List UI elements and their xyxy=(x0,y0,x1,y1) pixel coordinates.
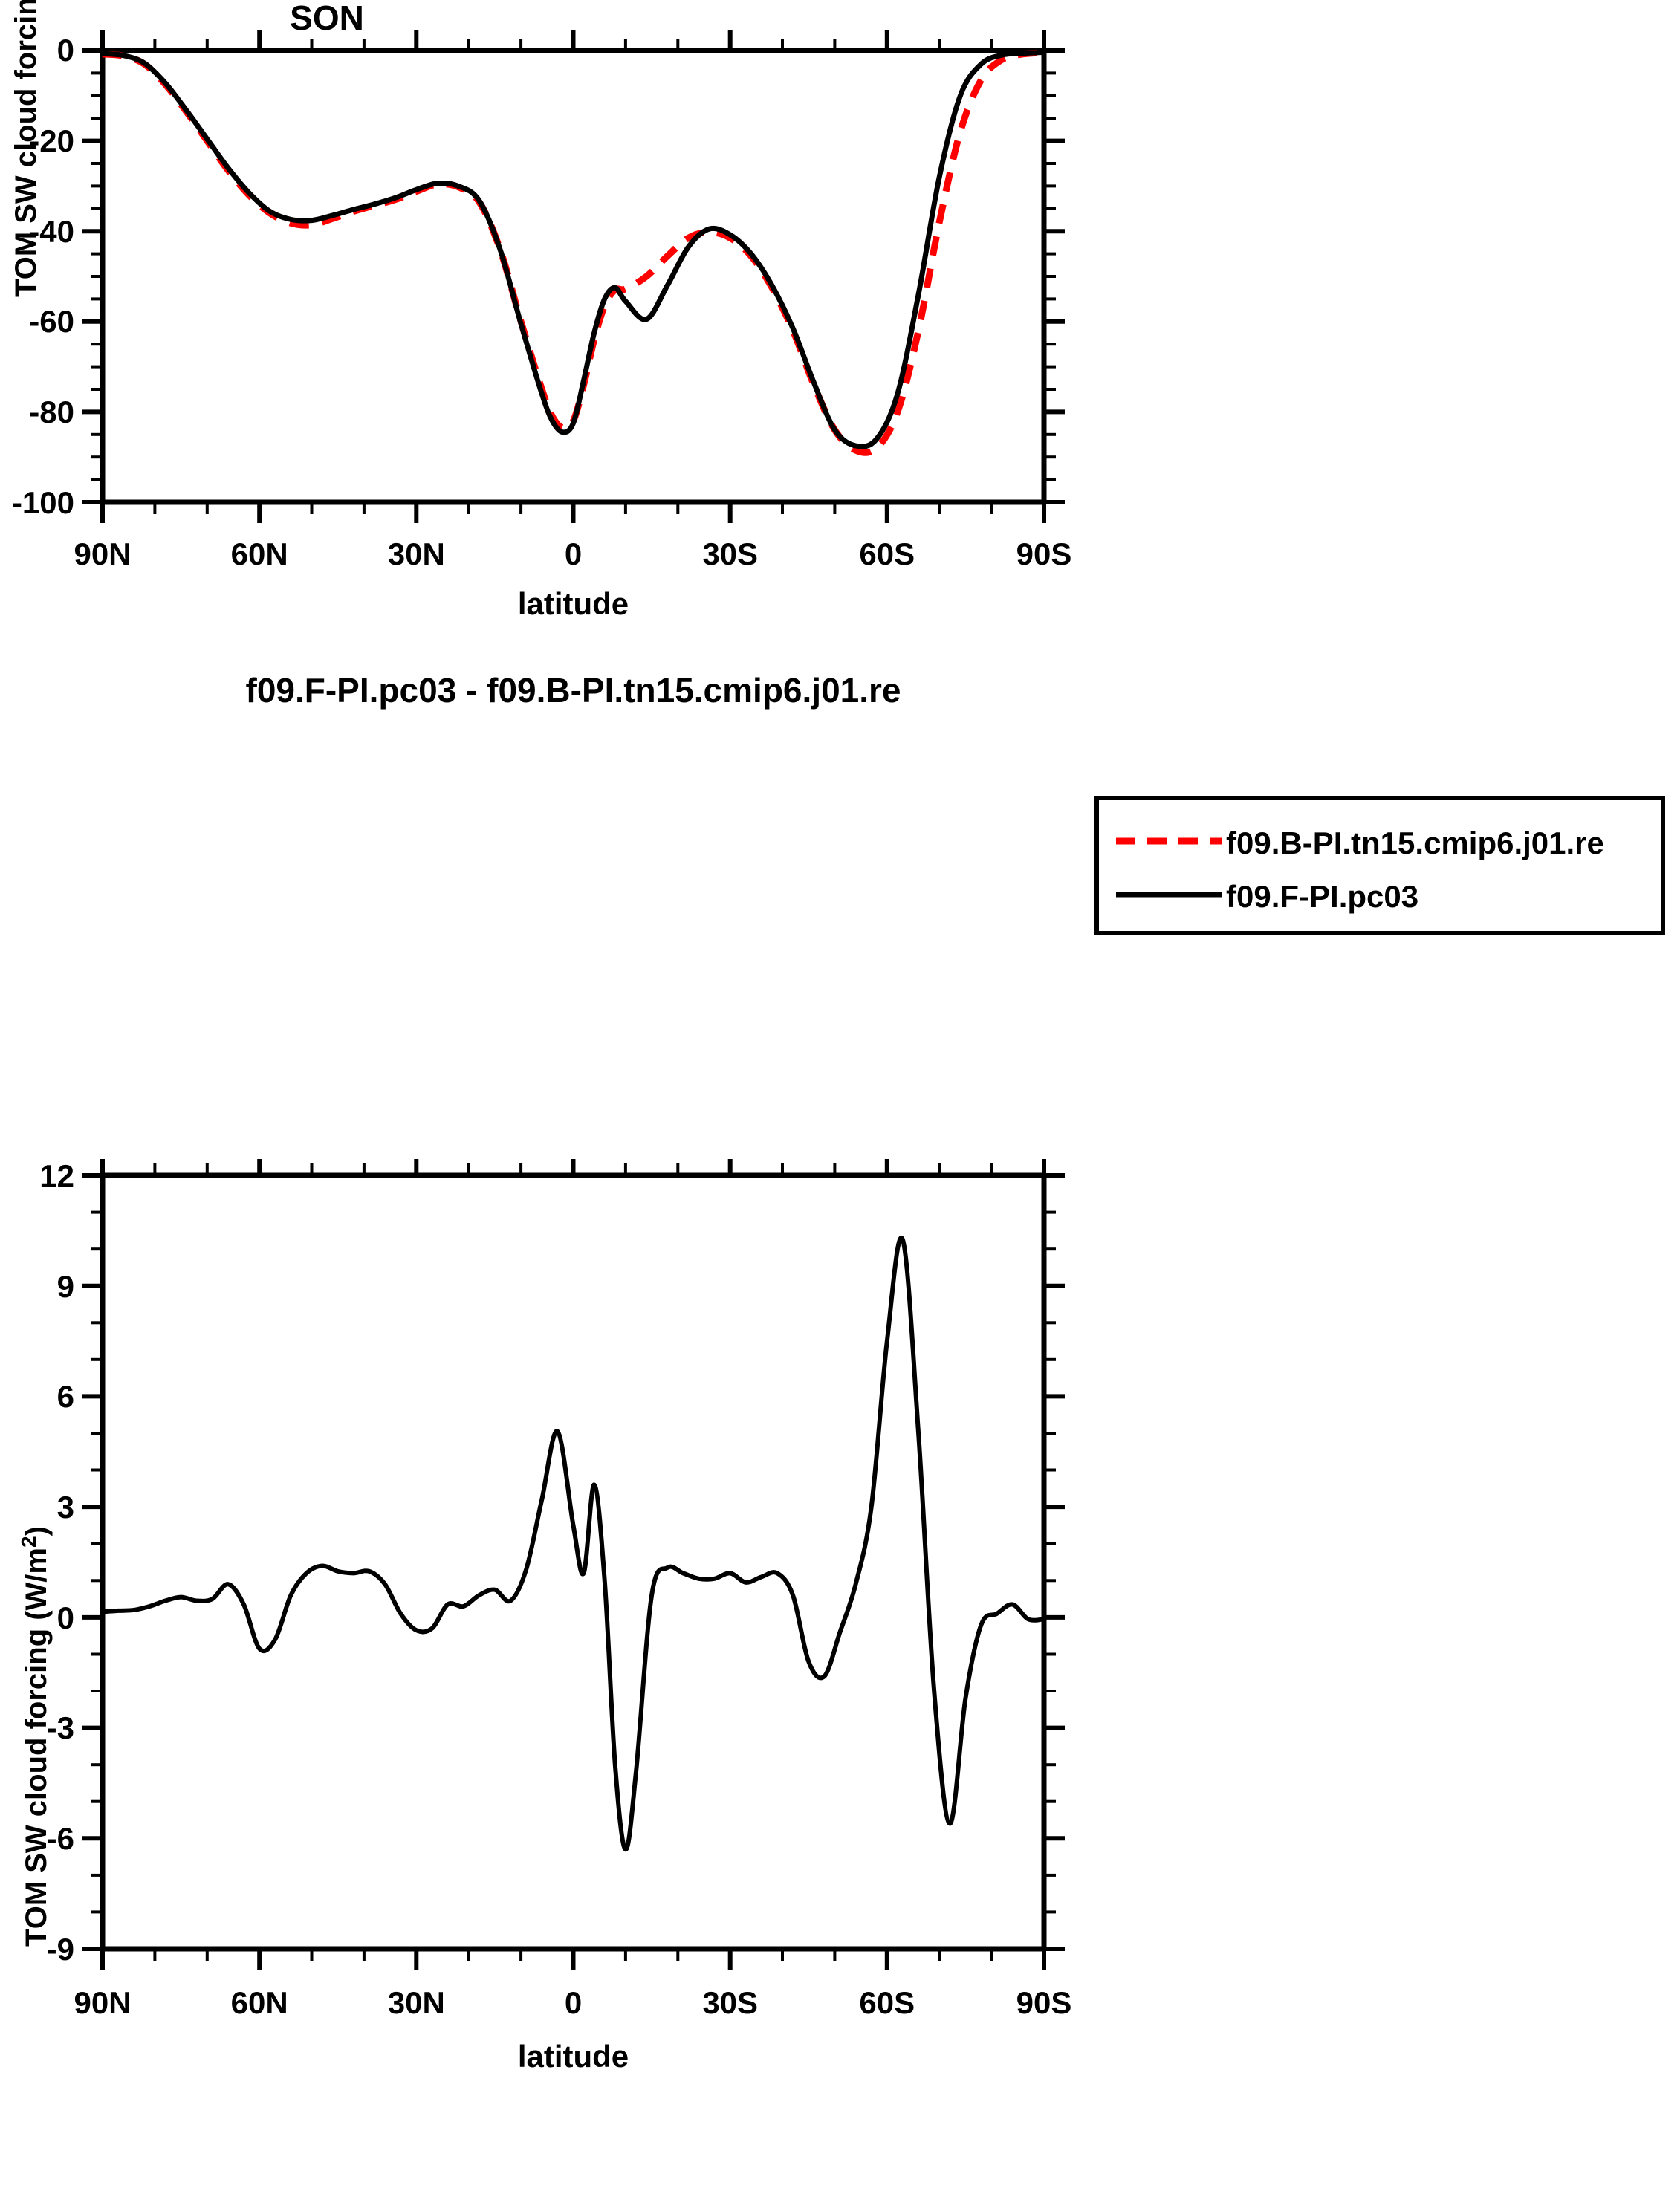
legend-svg: f09.B-PI.tn15.cmip6.j01.re f09.F-PI.pc03 xyxy=(1094,796,1665,935)
top-plot-svg: SON TOM SW cloud forcing (W/m2) xyxy=(7,0,1071,710)
bottom-ytick-4: 0 xyxy=(57,1600,74,1635)
legend-label-1[interactable]: f09.F-PI.pc03 xyxy=(1226,879,1418,914)
top-xtick-1: 60N xyxy=(231,536,288,571)
bottom-y-tick-labels: 12 9 6 3 0 -3 -6 -9 xyxy=(39,1159,74,1967)
top-y-major-ticks xyxy=(82,48,1065,504)
top-ylabel-group: TOM SW cloud forcing (W/m2) xyxy=(7,0,42,297)
legend-frame xyxy=(1094,796,1665,935)
top-xtick-5: 60S xyxy=(859,536,915,571)
top-xtick-2: 30N xyxy=(388,536,445,571)
svg-text:TOM SW cloud forcing (W/m2): TOM SW cloud forcing (W/m2) xyxy=(17,1526,53,1947)
legend-label-0[interactable]: f09.B-PI.tn15.cmip6.j01.re xyxy=(1226,825,1604,860)
top-x-minor-ticks xyxy=(153,39,993,514)
top-y-tick-labels: 0 -20 -40 -60 -80 -100 xyxy=(12,33,74,520)
bottom-ylabel-sup: 2 xyxy=(17,1536,40,1548)
bottom-ytick-5: -3 xyxy=(47,1710,74,1745)
bottom-ytick-2: 6 xyxy=(57,1379,74,1414)
bottom-x-minor-ticks xyxy=(153,1163,993,1961)
top-ytick-3: -60 xyxy=(29,304,74,339)
bottom-xlabel: latitude xyxy=(518,2039,629,2074)
top-series-layer xyxy=(100,49,1047,456)
bottom-axes-frame xyxy=(100,1172,1047,1952)
bottom-ytick-3: 3 xyxy=(57,1490,74,1525)
top-xtick-0: 90N xyxy=(74,536,131,571)
top-ytick-4: -80 xyxy=(29,395,74,429)
bottom-xtick-4: 30S xyxy=(702,1985,758,2020)
top-x-tick-labels: 90N 60N 30N 0 30S 60S 90S xyxy=(74,536,1071,571)
top-plot-title: SON xyxy=(290,0,364,37)
bottom-ylabel-tail: ) xyxy=(20,1526,53,1536)
top-ytick-2: -40 xyxy=(29,214,74,249)
top-ylabel-text: TOM SW cloud forcing (W/m xyxy=(10,0,42,297)
bottom-y-minor-ticks xyxy=(91,1210,1056,1914)
top-xlabel: latitude xyxy=(518,586,629,621)
bottom-x-major-ticks xyxy=(100,1159,1046,1970)
top-x-major-ticks xyxy=(100,30,1046,523)
bottom-ytick-1: 9 xyxy=(57,1269,74,1304)
bottom-xtick-2: 30N xyxy=(388,1985,445,2020)
bottom-ylabel-group: TOM SW cloud forcing (W/m2) xyxy=(17,1526,53,1947)
bottom-plot-title: f09.F-PI.pc03 - f09.B-PI.tn15.cmip6.j01.… xyxy=(246,671,901,710)
bottom-xtick-5: 60S xyxy=(859,1985,915,2020)
top-axes-frame xyxy=(100,48,1047,505)
bottom-xtick-0: 90N xyxy=(74,1985,131,2020)
bottom-y-major-ticks xyxy=(82,1173,1065,1951)
top-y-minor-ticks xyxy=(91,71,1056,481)
svg-text:TOM SW cloud forcing (W/m2): TOM SW cloud forcing (W/m2) xyxy=(7,0,42,297)
bottom-x-tick-labels: 90N 60N 30N 0 30S 60S 90S xyxy=(74,1985,1071,2020)
top-ytick-0: 0 xyxy=(57,33,74,68)
bottom-plot-svg: TOM SW cloud forcing (W/m2) xyxy=(17,1159,1071,2074)
bottom-ylabel-text: TOM SW cloud forcing (W/m xyxy=(20,1548,53,1947)
legend-box: f09.B-PI.tn15.cmip6.j01.re f09.F-PI.pc03 xyxy=(1094,795,1666,936)
series-line-difference xyxy=(100,1236,1046,1852)
top-ytick-1: -20 xyxy=(29,123,74,158)
panel-bottom: TOM SW cloud forcing (W/m2) xyxy=(0,1159,1115,2194)
top-xtick-6: 90S xyxy=(1016,536,1072,571)
bottom-xtick-6: 90S xyxy=(1016,1985,1072,2020)
top-xtick-3: 0 xyxy=(565,536,582,571)
bottom-xtick-1: 60N xyxy=(231,1985,288,2020)
top-xtick-4: 30S xyxy=(702,536,758,571)
panel-top: SON TOM SW cloud forcing (W/m2) xyxy=(0,0,1115,1085)
bottom-series-layer xyxy=(100,1236,1046,1852)
series-line-f-pi xyxy=(100,49,1047,449)
top-ytick-5: -100 xyxy=(12,485,74,520)
bottom-ytick-0: 12 xyxy=(39,1159,74,1193)
bottom-ytick-7: -9 xyxy=(47,1932,74,1967)
bottom-xtick-3: 0 xyxy=(565,1985,582,2020)
series-line-b-pi xyxy=(102,49,1045,456)
bottom-ytick-6: -6 xyxy=(47,1821,74,1856)
